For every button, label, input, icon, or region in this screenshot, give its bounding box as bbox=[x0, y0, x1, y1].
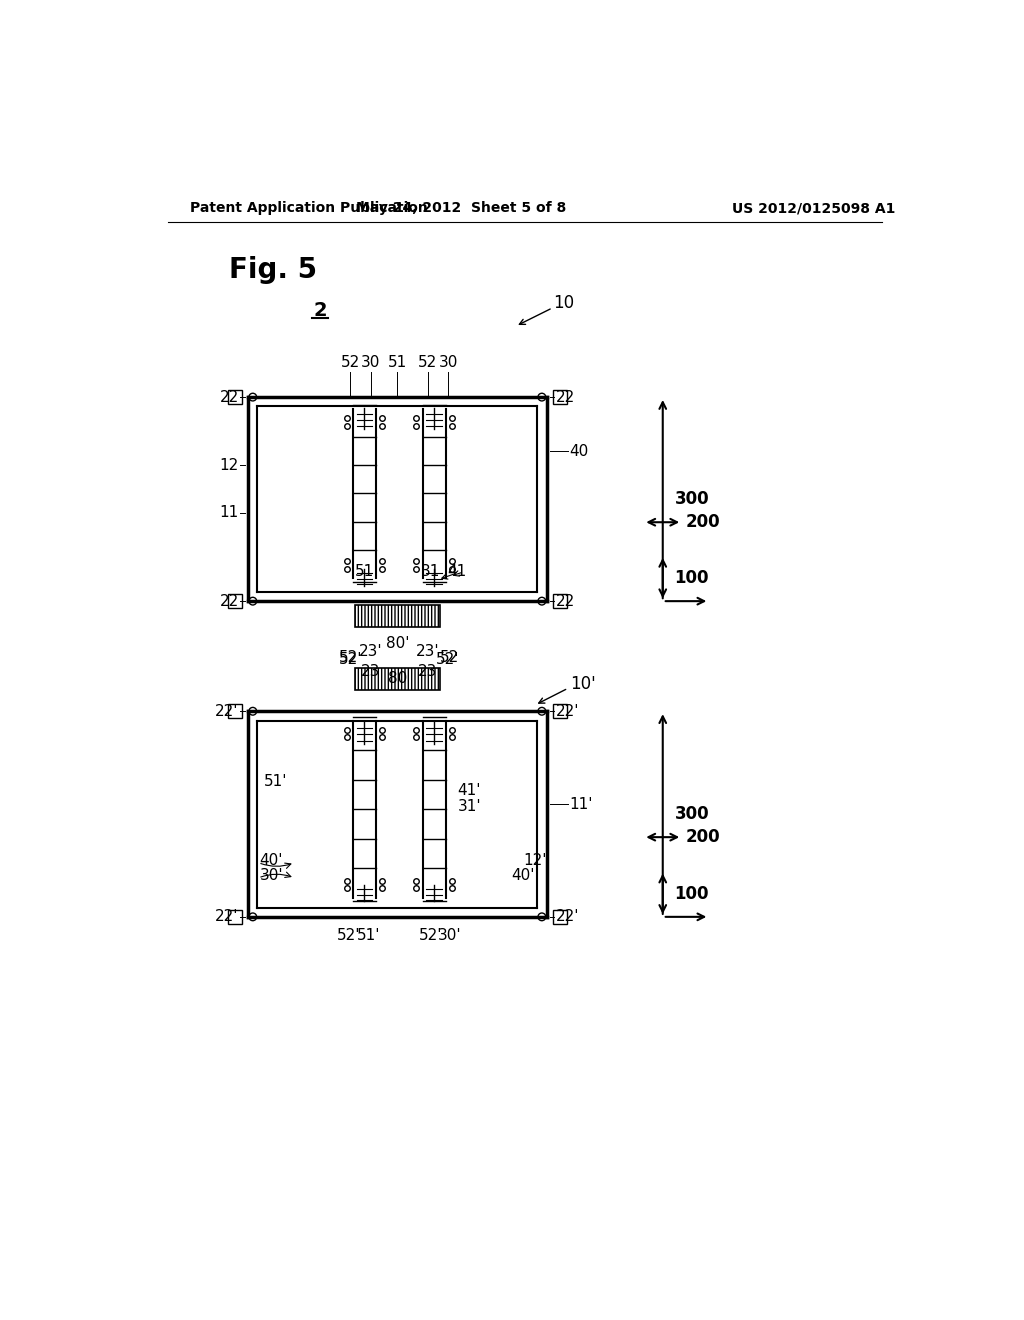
Bar bbox=[228, 705, 242, 718]
Bar bbox=[228, 391, 242, 404]
Text: 41': 41' bbox=[458, 784, 481, 799]
Text: Patent Application Publication: Patent Application Publication bbox=[190, 202, 428, 215]
Bar bbox=[228, 594, 242, 609]
Text: 51': 51' bbox=[356, 928, 380, 944]
Text: 52: 52 bbox=[418, 355, 437, 370]
Text: 22: 22 bbox=[556, 389, 575, 405]
Text: 100: 100 bbox=[675, 569, 709, 587]
Text: 12': 12' bbox=[523, 853, 547, 867]
Text: Fig. 5: Fig. 5 bbox=[228, 256, 316, 284]
Text: 10: 10 bbox=[553, 294, 573, 312]
Text: 40: 40 bbox=[569, 444, 589, 459]
Bar bbox=[553, 909, 566, 924]
Text: 22: 22 bbox=[219, 594, 239, 609]
Text: 11: 11 bbox=[219, 506, 239, 520]
Text: 22': 22' bbox=[215, 909, 239, 924]
Text: 80': 80' bbox=[386, 636, 409, 651]
Text: 300: 300 bbox=[675, 805, 709, 824]
Text: 11': 11' bbox=[569, 797, 593, 812]
Text: 300: 300 bbox=[675, 490, 709, 508]
Text: 2: 2 bbox=[313, 301, 327, 321]
Text: 51: 51 bbox=[388, 355, 407, 370]
Text: 51: 51 bbox=[354, 565, 374, 579]
Bar bbox=[355, 605, 440, 627]
Text: US 2012/0125098 A1: US 2012/0125098 A1 bbox=[732, 202, 896, 215]
Text: 31: 31 bbox=[421, 565, 440, 579]
Text: 12: 12 bbox=[219, 458, 239, 473]
Text: 22': 22' bbox=[556, 909, 580, 924]
Text: 52: 52 bbox=[339, 649, 358, 665]
Text: 30': 30' bbox=[260, 869, 284, 883]
Text: 80: 80 bbox=[388, 671, 407, 686]
Text: 31': 31' bbox=[458, 799, 481, 814]
Text: 23': 23' bbox=[358, 644, 382, 659]
Text: 22': 22' bbox=[215, 704, 239, 719]
Text: 30: 30 bbox=[438, 355, 458, 370]
Text: 23: 23 bbox=[360, 664, 380, 678]
Text: 30': 30' bbox=[438, 928, 462, 944]
Text: 52': 52' bbox=[419, 928, 442, 944]
Text: 22': 22' bbox=[556, 704, 580, 719]
Text: 41: 41 bbox=[447, 565, 467, 579]
Bar bbox=[228, 909, 242, 924]
Bar bbox=[553, 705, 566, 718]
Text: 52: 52 bbox=[440, 649, 459, 665]
Text: 200: 200 bbox=[686, 828, 721, 846]
Bar bbox=[553, 391, 566, 404]
Bar bbox=[553, 594, 566, 609]
Text: 40': 40' bbox=[260, 853, 284, 867]
Text: 22: 22 bbox=[556, 594, 575, 609]
Text: 23': 23' bbox=[416, 644, 439, 659]
Text: 200: 200 bbox=[686, 513, 721, 531]
Text: 40': 40' bbox=[512, 869, 536, 883]
Bar bbox=[355, 668, 440, 689]
Text: 30: 30 bbox=[360, 355, 380, 370]
Text: 100: 100 bbox=[675, 884, 709, 903]
Text: 10': 10' bbox=[569, 675, 596, 693]
Text: 51': 51' bbox=[263, 774, 287, 789]
Text: 22: 22 bbox=[219, 389, 239, 405]
Text: 52': 52' bbox=[337, 928, 360, 944]
Text: May 24, 2012  Sheet 5 of 8: May 24, 2012 Sheet 5 of 8 bbox=[356, 202, 566, 215]
Text: 52': 52' bbox=[339, 652, 362, 667]
Text: 52: 52 bbox=[341, 355, 360, 370]
Text: 52': 52' bbox=[436, 652, 460, 667]
Text: 23: 23 bbox=[418, 664, 437, 678]
